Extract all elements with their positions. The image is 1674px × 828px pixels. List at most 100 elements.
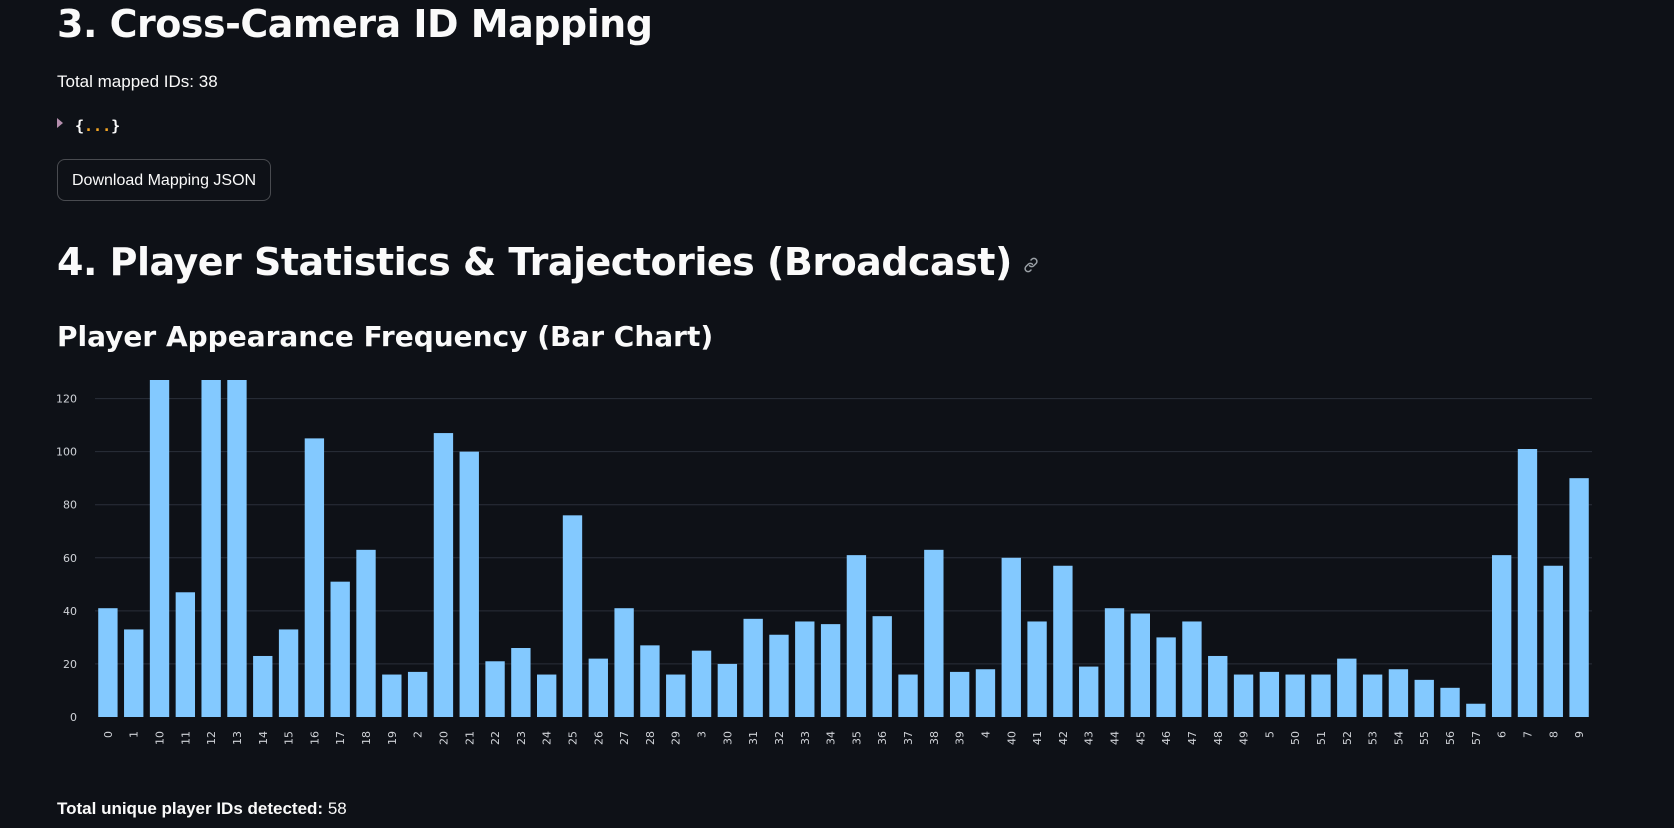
x-tick-label: 43: [1083, 731, 1096, 745]
bar: [1001, 557, 1021, 717]
section-title-cross-camera: 3. Cross-Camera ID Mapping: [57, 2, 653, 46]
bar: [1233, 674, 1254, 717]
x-tick-label: 36: [876, 731, 889, 745]
x-tick-label: 32: [773, 731, 786, 745]
x-tick-label: 12: [205, 731, 218, 745]
bar: [459, 451, 479, 717]
x-tick-label: 15: [283, 731, 296, 745]
x-tick-label: 29: [670, 731, 683, 745]
x-tick-label: 34: [825, 731, 838, 745]
bar: [382, 674, 402, 717]
chart-heading: Player Appearance Frequency (Bar Chart): [57, 320, 714, 353]
bar: [278, 629, 299, 717]
bar: [1337, 658, 1357, 717]
bar: [1569, 478, 1589, 717]
bar: [175, 592, 196, 717]
x-tick-label: 28: [644, 731, 657, 745]
bar: [511, 648, 531, 717]
x-tick-label: 40: [1005, 731, 1018, 745]
x-tick-label: 25: [566, 731, 579, 745]
x-tick-label: 21: [463, 731, 476, 745]
bar: [1259, 671, 1280, 717]
x-tick-label: 41: [1031, 731, 1044, 745]
bar: [1388, 669, 1409, 717]
x-tick-label: 46: [1160, 731, 1173, 745]
bar: [1491, 555, 1512, 717]
bar: [1517, 448, 1538, 717]
download-mapping-button[interactable]: Download Mapping JSON: [57, 159, 272, 201]
bar: [949, 671, 970, 717]
y-tick-label: 20: [63, 658, 77, 671]
x-tick-label: 50: [1289, 731, 1302, 745]
bar: [1440, 687, 1460, 717]
x-tick-label: 52: [1341, 731, 1354, 745]
bar: [124, 629, 144, 717]
x-tick-label: 27: [618, 731, 631, 745]
appearance-frequency-chart: 0 20 40 60 80 100 120 0 1 10 11 12 13 14 15 16 17 18 19 2 20…: [56, 380, 1592, 745]
x-tick-label: 53: [1367, 731, 1380, 745]
bar: [1543, 565, 1563, 717]
x-tick-label: 55: [1418, 731, 1431, 745]
bar: [433, 433, 454, 717]
x-tick-label: 5: [1263, 731, 1276, 738]
x-tick-label: 42: [1057, 731, 1070, 745]
x-tick-label: 57: [1470, 731, 1483, 745]
bar: [1027, 621, 1047, 717]
x-tick-label: 31: [747, 731, 760, 745]
x-tick-label: 39: [954, 731, 967, 745]
mapped-ids-count: Total mapped IDs: 38: [57, 72, 218, 91]
y-tick-label: 100: [56, 446, 77, 459]
y-tick-label: 80: [63, 499, 77, 512]
bar: [1208, 655, 1228, 717]
bar: [1079, 666, 1099, 717]
x-tick-label: 47: [1186, 731, 1199, 745]
x-tick-label: 14: [257, 731, 270, 745]
x-tick-label: 56: [1444, 731, 1457, 745]
bar: [407, 671, 428, 717]
bar: [253, 655, 273, 717]
bar: [1130, 613, 1150, 717]
x-tick-label: 3: [696, 731, 709, 738]
x-tick-label: 7: [1521, 731, 1534, 738]
bar: [356, 549, 376, 717]
bar: [1104, 608, 1125, 717]
json-viewer-toggle[interactable]: { ... }: [57, 117, 120, 135]
unique-ids-value: 58: [327, 799, 347, 818]
x-tick-label: 45: [1134, 731, 1147, 745]
section-title-text: 4. Player Statistics & Trajectories (Bro…: [57, 240, 1012, 284]
bar: [820, 624, 841, 717]
bar: [924, 549, 944, 717]
bar: [795, 621, 815, 717]
bar: [666, 674, 686, 717]
x-tick-label: 18: [360, 731, 373, 745]
x-tick-label: 22: [489, 731, 502, 745]
x-tick-label: 37: [902, 731, 915, 745]
json-open-brace: {: [75, 117, 85, 135]
x-tick-label: 54: [1392, 731, 1405, 745]
bar: [1311, 674, 1331, 717]
unique-ids-summary: Total unique player IDs detected: 58: [57, 799, 347, 819]
x-tick-label: 0: [102, 731, 115, 738]
bar: [537, 674, 557, 717]
bar: [872, 616, 892, 717]
x-tick-label: 20: [437, 731, 450, 745]
x-tick-label: 1: [128, 731, 141, 738]
x-tick-label: 19: [386, 731, 399, 745]
bar: [98, 608, 118, 717]
x-tick-label: 38: [928, 731, 941, 745]
bar: [614, 608, 634, 717]
section-title-player-stats: 4. Player Statistics & Trajectories (Bro…: [57, 240, 1040, 284]
bar: [1362, 674, 1383, 717]
x-tick-label: 33: [799, 731, 812, 745]
json-collapsed-dots[interactable]: ...: [84, 117, 112, 135]
link-icon[interactable]: [1022, 256, 1040, 274]
x-tick-label: 10: [154, 731, 167, 745]
bar: [846, 555, 867, 717]
bar: [717, 663, 738, 717]
x-tick-label: 49: [1238, 731, 1251, 745]
x-tick-label: 2: [412, 731, 425, 738]
expand-caret-icon[interactable]: [57, 118, 63, 128]
bar: [1182, 621, 1202, 717]
y-tick-label: 120: [56, 393, 77, 406]
